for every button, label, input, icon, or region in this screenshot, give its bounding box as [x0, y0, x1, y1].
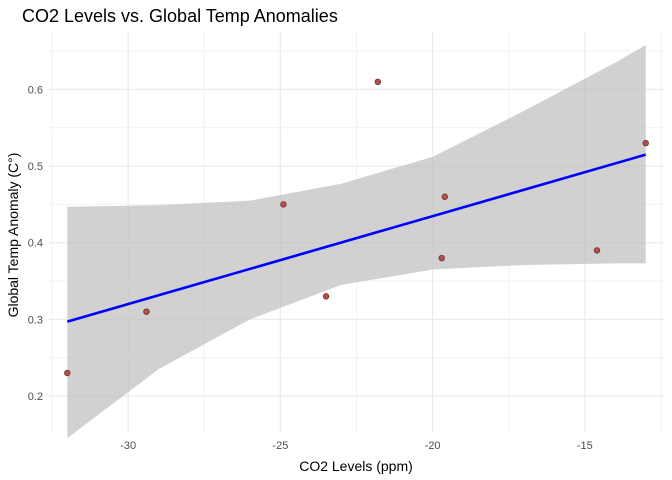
- confidence-band-layer: [67, 45, 646, 439]
- y-tick-label: 0.6: [28, 84, 43, 96]
- fit-line-layer: [66, 153, 647, 323]
- data-point: [280, 201, 287, 208]
- regression-line: [66, 153, 647, 323]
- data-point: [438, 254, 445, 262]
- y-tick-label: 0.3: [28, 314, 43, 326]
- data-point: [441, 193, 448, 200]
- chart-title: CO2 Levels vs. Global Temp Anomalies: [22, 6, 338, 26]
- y-tick-label: 0.5: [28, 161, 43, 173]
- data-point: [374, 78, 382, 86]
- y-tick-label: 0.4: [28, 238, 43, 250]
- x-tick-labels: -30 -25 -20 -15: [120, 440, 593, 452]
- data-point: [642, 139, 649, 147]
- data-point: [593, 247, 601, 254]
- points-layer: [64, 78, 649, 377]
- data-point: [64, 369, 71, 377]
- confidence-band: [67, 45, 646, 439]
- x-tick-label: -15: [577, 440, 593, 452]
- x-axis-title: CO2 Levels (ppm): [299, 458, 413, 474]
- x-tick-label: -25: [272, 440, 288, 452]
- x-tick-label: -30: [120, 440, 136, 452]
- x-tick-label: -20: [425, 440, 441, 452]
- data-point: [143, 308, 150, 315]
- y-tick-label: 0.2: [28, 391, 43, 403]
- y-tick-labels: 0.2 0.3 0.4 0.5 0.6: [28, 84, 43, 403]
- data-point: [322, 293, 330, 300]
- y-axis-title: Global Temp Anomaly (C°): [5, 153, 21, 318]
